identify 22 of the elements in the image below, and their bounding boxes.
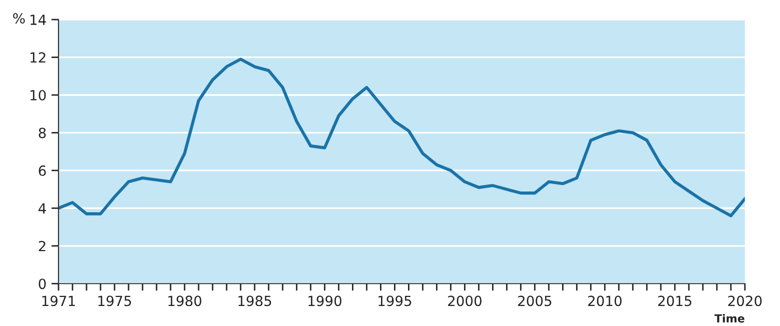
x-tick-label: 2015 xyxy=(658,296,692,306)
x-tick-label: 2005 xyxy=(518,296,552,306)
y-tick-label: 0 xyxy=(38,278,46,290)
x-tick-label: 1975 xyxy=(98,296,131,306)
x-tick-label: 2000 xyxy=(448,296,482,306)
y-tick-label: 2 xyxy=(38,240,46,252)
x-tick-label: 1990 xyxy=(308,296,342,306)
x-tick-label: 1971 xyxy=(42,296,75,306)
x-axis-title: Time xyxy=(714,314,744,323)
x-tick-label: 1995 xyxy=(378,296,412,306)
x-tick-label: 1980 xyxy=(168,296,202,306)
y-tick-label: 10 xyxy=(30,90,46,100)
y-tick-label: 8 xyxy=(38,128,46,138)
x-tick-label: 2010 xyxy=(588,296,622,306)
y-tick-label: 12 xyxy=(30,52,46,63)
y-tick-label: 14 xyxy=(30,14,46,25)
y-tick-label: 6 xyxy=(38,165,46,176)
x-tick-label: 1985 xyxy=(238,296,272,306)
x-tick-label: 2020 xyxy=(728,296,762,306)
y-tick-label: 4 xyxy=(38,203,46,214)
line-series xyxy=(58,58,745,218)
y-axis-title: % xyxy=(13,13,25,24)
